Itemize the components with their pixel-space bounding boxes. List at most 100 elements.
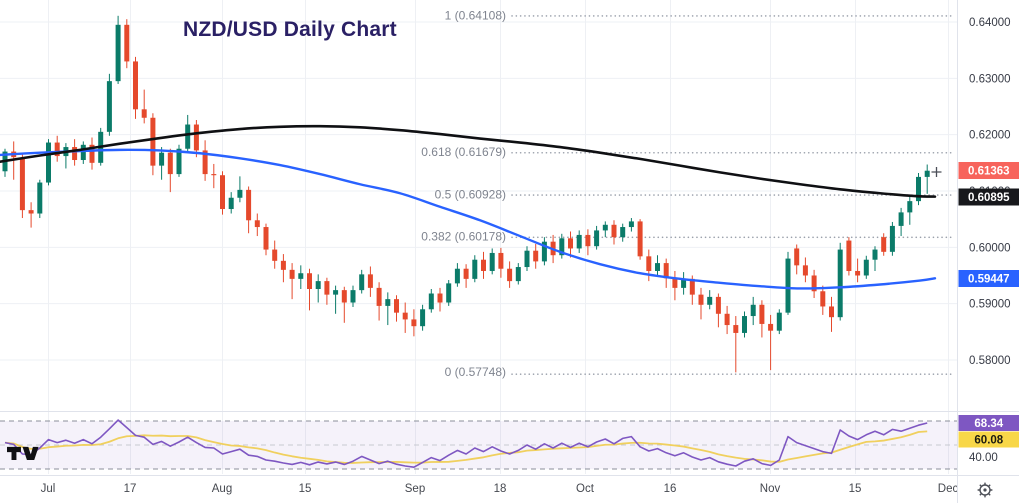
candle-body [689,278,695,295]
candle-body [80,144,86,161]
candle-body [359,274,365,291]
candle-body [437,293,443,303]
last-price-badge-label: 0.61363 [968,166,1010,178]
candle-body [454,268,460,284]
candle-body [420,309,426,327]
fast-ma-badge-label: 0.59447 [968,274,1010,286]
candle-body [620,227,626,238]
candle-body [594,230,600,247]
fib-label-1: 1 (0.64108) [445,9,506,23]
candle-body [759,304,765,324]
candle-body [307,273,312,290]
fast-ma-line [0,148,937,290]
candle-body [37,182,43,214]
candle-body [315,281,321,290]
candle-body [489,252,495,271]
rsi-line [4,419,928,469]
time-axis-tick-label: Jul [41,483,56,495]
time-axis-tick-label: Oct [576,483,595,495]
candle-body [811,275,817,292]
price-axis-tick-label: 0.62000 [969,130,1011,142]
candle-body [742,316,747,333]
candle-body [159,152,165,166]
candle-body [385,299,391,306]
candle-body [150,117,156,166]
last-price-badge-bg [958,162,1019,179]
candle-body [446,283,452,303]
candle-body [585,234,591,247]
rsi-badge: 68.34 [958,415,1019,431]
candle-body [715,296,721,314]
candle-body [663,263,669,279]
slow-ma-badge: 0.60895 [958,188,1019,206]
candle-body [246,189,252,221]
candle-body [367,274,373,288]
candle-body [411,319,417,327]
gear-icon[interactable] [977,482,993,498]
candle-body [533,250,539,262]
rsi-badge-label: 68.34 [974,418,1003,430]
rsi-ma-badge-label: 60.08 [974,435,1003,447]
time-axis-tick-label: 17 [124,483,137,495]
candle-body [376,287,382,306]
candle-body [785,258,791,313]
candle-body [646,256,652,271]
candle-body [202,150,208,175]
rsi-ma-badge-bg [958,431,1019,448]
candle-body [628,221,634,228]
rsi-ma-line [4,430,928,464]
candle-body [211,174,217,176]
candle-body [106,81,112,132]
price-axis-tick-label: 0.60000 [969,242,1011,254]
price-axis-tick-label: 0.63000 [969,73,1011,85]
candle-body [863,259,869,276]
fast-ma-badge-bg [958,270,1019,287]
candle-body [794,248,800,266]
candle-body [89,144,95,163]
candle-body [298,273,304,279]
candle-body [802,265,808,276]
candle-body [498,252,504,269]
candle-body [846,240,852,271]
time-axis-tick-label: Sep [405,483,425,495]
candle-body [193,124,199,151]
candle-body [341,290,347,303]
candle-body [141,109,147,118]
candle-body [541,241,547,262]
candle-body [637,221,643,257]
candle-body [524,250,530,268]
candle-body [394,299,399,313]
time-axis-tick-label: Aug [212,483,232,495]
time-axis-tick-label: 16 [664,483,677,495]
price-axis-tick-label: 0.59000 [969,299,1011,311]
candle-body [733,325,739,333]
slow-ma-badge-label: 0.60895 [968,192,1010,204]
time-axis-tick-label: 15 [299,483,312,495]
candle-body [568,238,573,249]
candle-body [916,176,921,202]
candle-body [237,189,243,198]
candle-body [768,323,774,331]
candle-body [124,24,130,62]
rsi-ma-badge: 60.08 [958,431,1019,448]
last-price-badge: 0.61363 [958,162,1019,179]
candle-body [185,124,191,149]
fib-label-05: 0.5 (0.60928) [435,188,506,202]
candle-body [724,313,730,326]
candle-body [481,259,486,271]
candle-body [280,260,286,270]
candle-body [350,290,356,303]
tradingview-logo-icon[interactable] [7,446,39,460]
candle-body [576,234,582,249]
candle-body [289,269,295,279]
candle-body [272,249,278,261]
candle-body [463,268,469,279]
candle-body [28,210,34,214]
price-axis-tick-label: 0.58000 [969,355,1011,367]
candle-body [898,212,904,226]
candle-body [54,142,60,157]
page-title: NZD/USD Daily Chart [183,18,397,41]
candle-body [829,306,834,318]
candle-body [472,259,478,279]
